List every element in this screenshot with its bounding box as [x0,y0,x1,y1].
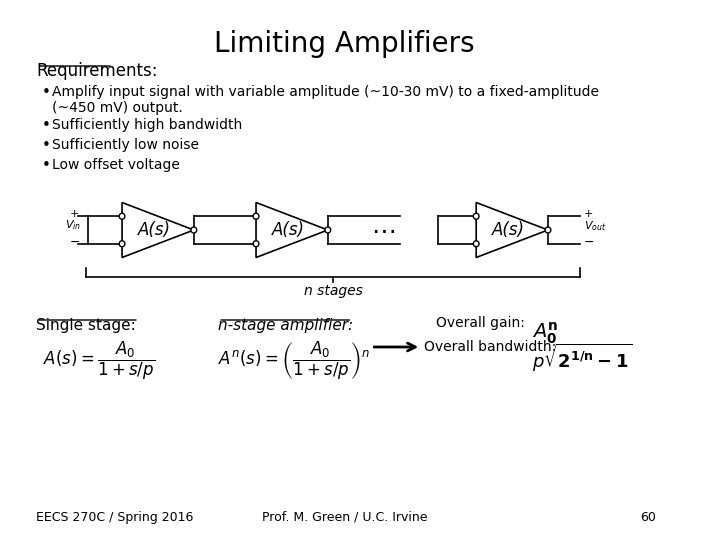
Text: Single stage:: Single stage: [37,318,136,333]
Text: •: • [42,158,51,173]
Circle shape [253,213,259,219]
Circle shape [253,241,259,247]
Text: •: • [42,85,51,100]
Text: n-stage amplifier:: n-stage amplifier: [218,318,354,333]
Text: +: + [584,209,593,219]
Text: Low offset voltage: Low offset voltage [52,158,179,172]
Text: −: − [69,235,80,248]
Text: −: − [584,235,595,248]
Circle shape [120,213,125,219]
Text: Requirements:: Requirements: [37,62,158,80]
Text: A(s): A(s) [138,221,171,239]
Circle shape [325,227,330,233]
Circle shape [120,241,125,247]
Text: Sufficiently high bandwidth: Sufficiently high bandwidth [52,118,242,132]
Text: Limiting Amplifiers: Limiting Amplifiers [215,30,475,58]
Text: $\cdots$: $\cdots$ [371,218,395,242]
Text: $A(s) = \dfrac{A_0}{1+s/p}$: $A(s) = \dfrac{A_0}{1+s/p}$ [43,340,156,382]
Text: $V_{out}$: $V_{out}$ [584,219,606,233]
Circle shape [473,213,479,219]
Text: Overall bandwidth:: Overall bandwidth: [424,340,557,354]
Text: Overall gain:: Overall gain: [436,316,526,330]
Text: $\mathbf{\mathit{p}\sqrt{2^{1/n}-1}}$: $\mathbf{\mathit{p}\sqrt{2^{1/n}-1}}$ [532,342,632,374]
Text: n stages: n stages [304,285,363,299]
Circle shape [191,227,197,233]
Text: $\mathbf{\mathit{A}_0^n}$: $\mathbf{\mathit{A}_0^n}$ [532,320,559,346]
Text: $A^n(s) = \left(\dfrac{A_0}{1+s/p}\right)^n$: $A^n(s) = \left(\dfrac{A_0}{1+s/p}\right… [218,340,370,382]
Circle shape [545,227,551,233]
Text: Amplify input signal with variable amplitude (~10-30 mV) to a fixed-amplitude
(~: Amplify input signal with variable ampli… [52,85,599,115]
Text: EECS 270C / Spring 2016: EECS 270C / Spring 2016 [37,511,194,524]
Text: Sufficiently low noise: Sufficiently low noise [52,138,199,152]
Text: A(s): A(s) [271,221,305,239]
Text: Prof. M. Green / U.C. Irvine: Prof. M. Green / U.C. Irvine [262,511,428,524]
Text: •: • [42,118,51,133]
Text: •: • [42,138,51,153]
Text: A(s): A(s) [492,221,525,239]
Text: 60: 60 [640,511,656,524]
Text: +: + [70,209,79,219]
Text: $V_{in}$: $V_{in}$ [65,218,81,232]
Circle shape [473,241,479,247]
